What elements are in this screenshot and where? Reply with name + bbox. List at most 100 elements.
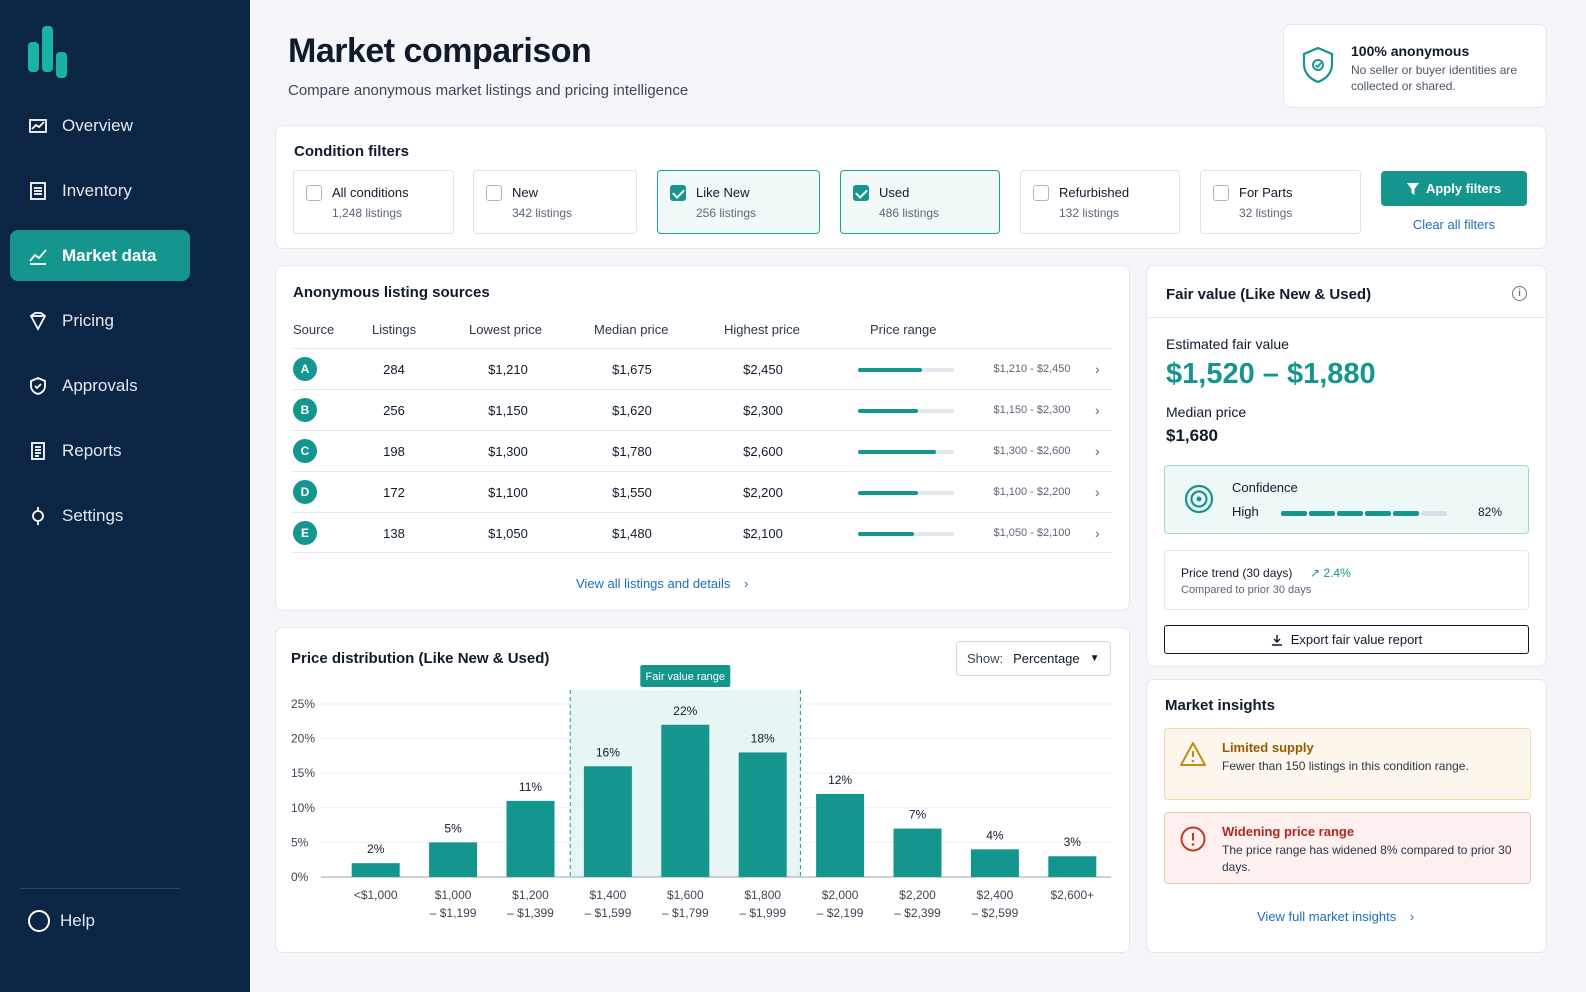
info-icon[interactable]: i [1512,286,1527,301]
insight-desc: Fewer than 150 listings in this conditio… [1222,759,1469,773]
sidebar-item-market-data[interactable]: Market data [10,230,190,281]
sidebar: Overview Inventory Market data Pricing A… [0,0,250,992]
sidebar-item-settings[interactable]: Settings [10,490,190,541]
table-row[interactable]: A 284 $1,210 $1,675 $2,450 $1,210 - $2,4… [292,348,1113,389]
bar [970,849,1019,877]
checkbox[interactable] [1213,185,1229,201]
chevron-right-icon[interactable]: › [1095,443,1100,459]
sidebar-item-overview[interactable]: Overview [10,100,190,151]
checkbox-checked[interactable] [853,185,869,201]
checkbox[interactable] [1033,185,1049,201]
sidebar-nav: Overview Inventory Market data Pricing A… [10,100,190,555]
y-tick-label: 0% [291,870,309,884]
alert-circle-icon [1180,826,1206,852]
source-badge: B [293,398,317,422]
price-trend-box: Price trend (30 days) ↗ 2.4% Compared to… [1164,550,1529,610]
confidence-segment [1337,511,1363,516]
table-row[interactable]: B 256 $1,150 $1,620 $2,300 $1,150 - $2,3… [292,389,1113,430]
target-icon [1184,484,1214,514]
cell-listings: 256 [383,403,405,418]
page-subtitle: Compare anonymous market listings and pr… [288,82,689,99]
insight-title: Limited supply [1222,740,1314,755]
cell-median: $1,780 [612,444,652,459]
trend-up-icon: ↗ [1310,566,1321,580]
filters-title: Condition filters [294,143,409,160]
sidebar-item-label: Market data [62,245,157,265]
chart-icon [28,116,48,136]
x-tick-label: $1,800 [744,888,781,902]
filter-used[interactable]: Used 486 listings [840,170,1000,234]
checkbox[interactable] [486,185,502,201]
warning-icon [1180,742,1206,766]
table-row[interactable]: E 138 $1,050 $1,480 $2,100 $1,050 - $2,1… [292,512,1113,553]
export-report-button[interactable]: Export fair value report [1164,625,1529,654]
filter-label: Like New [696,185,750,200]
view-insights-label: View full market insights [1257,909,1397,924]
sidebar-item-label: Pricing [62,310,114,330]
sidebar-item-approvals[interactable]: Approvals [10,360,190,411]
bar [506,800,555,877]
chevron-right-icon: › [744,576,749,591]
cell-listings: 138 [383,526,405,541]
checkbox[interactable] [306,185,322,201]
help-label: Help [60,911,95,930]
col-header-listings: Listings [372,322,417,337]
help-link[interactable]: Help [28,910,95,932]
confidence-percent: 82% [1478,505,1503,519]
chevron-right-icon[interactable]: › [1095,361,1100,377]
sidebar-item-label: Approvals [62,375,138,395]
x-tick-label: – $1,599 [585,906,632,920]
x-tick-label: $1,400 [590,888,627,902]
bar-value-label: 4% [986,828,1004,842]
cell-lowest: $1,150 [488,403,528,418]
confidence-segment [1309,511,1335,516]
y-tick-label: 10% [291,801,315,815]
tag-icon [28,311,48,331]
filter-label: For Parts [1239,185,1293,200]
trend-label: Price trend (30 days) [1181,566,1293,580]
view-all-listings-link[interactable]: View all listings and details › [576,576,748,591]
filter-new[interactable]: New 342 listings [473,170,637,234]
cell-median: $1,675 [612,362,652,377]
filter-like-new[interactable]: Like New 256 listings [657,170,820,234]
table-row[interactable]: D 172 $1,100 $1,550 $2,200 $1,100 - $2,2… [292,471,1113,512]
cell-range: $1,100 - $2,200 [993,486,1071,498]
filter-label: Refurbished [1059,185,1130,200]
chevron-right-icon[interactable]: › [1095,484,1100,500]
cell-median: $1,480 [612,526,652,541]
apply-filters-label: Apply filters [1425,181,1502,196]
view-insights-link[interactable]: View full market insights › [1257,909,1414,924]
sidebar-item-reports[interactable]: Reports [10,425,190,476]
y-tick-label: 15% [291,766,315,780]
filter-label: New [512,185,539,200]
x-tick-label: – $1,199 [430,906,477,920]
insight-limited-supply: Limited supply Fewer than 150 listings i… [1164,728,1531,800]
cell-lowest: $1,050 [488,526,528,541]
filter-count: 32 listings [1239,206,1293,220]
price-range-bar [858,491,954,495]
x-tick-label: – $1,399 [507,906,554,920]
filter-for-parts[interactable]: For Parts 32 listings [1200,170,1361,234]
cell-highest: $2,300 [743,403,783,418]
table-row[interactable]: C 198 $1,300 $1,780 $2,600 $1,300 - $2,6… [292,430,1113,471]
x-tick-label: $2,000 [822,888,859,902]
sidebar-item-inventory[interactable]: Inventory [10,165,190,216]
clear-filters-link[interactable]: Clear all filters [1412,217,1496,232]
shield-check-icon [28,376,48,396]
y-tick-label: 5% [291,835,309,849]
filter-refurbished[interactable]: Refurbished 132 listings [1020,170,1180,234]
chevron-right-icon[interactable]: › [1095,525,1100,541]
sidebar-item-pricing[interactable]: Pricing [10,295,190,346]
filter-count: 1,248 listings [332,206,403,220]
apply-filters-button[interactable]: Apply filters [1381,171,1527,206]
show-select[interactable]: Show: Percentage ▼ [956,641,1111,676]
filter-all-conditions[interactable]: All conditions 1,248 listings [293,170,454,234]
price-range-bar [858,532,954,536]
filter-label: All conditions [332,185,409,200]
gear-icon [28,506,48,526]
checkbox-checked[interactable] [670,185,686,201]
chevron-right-icon[interactable]: › [1095,402,1100,418]
filter-count: 256 listings [696,206,757,220]
export-label: Export fair value report [1290,632,1423,647]
price-distribution-card: Fair value range 0% 5% 10% 15% 20% 25% 2% <$1,00… [275,627,1130,953]
